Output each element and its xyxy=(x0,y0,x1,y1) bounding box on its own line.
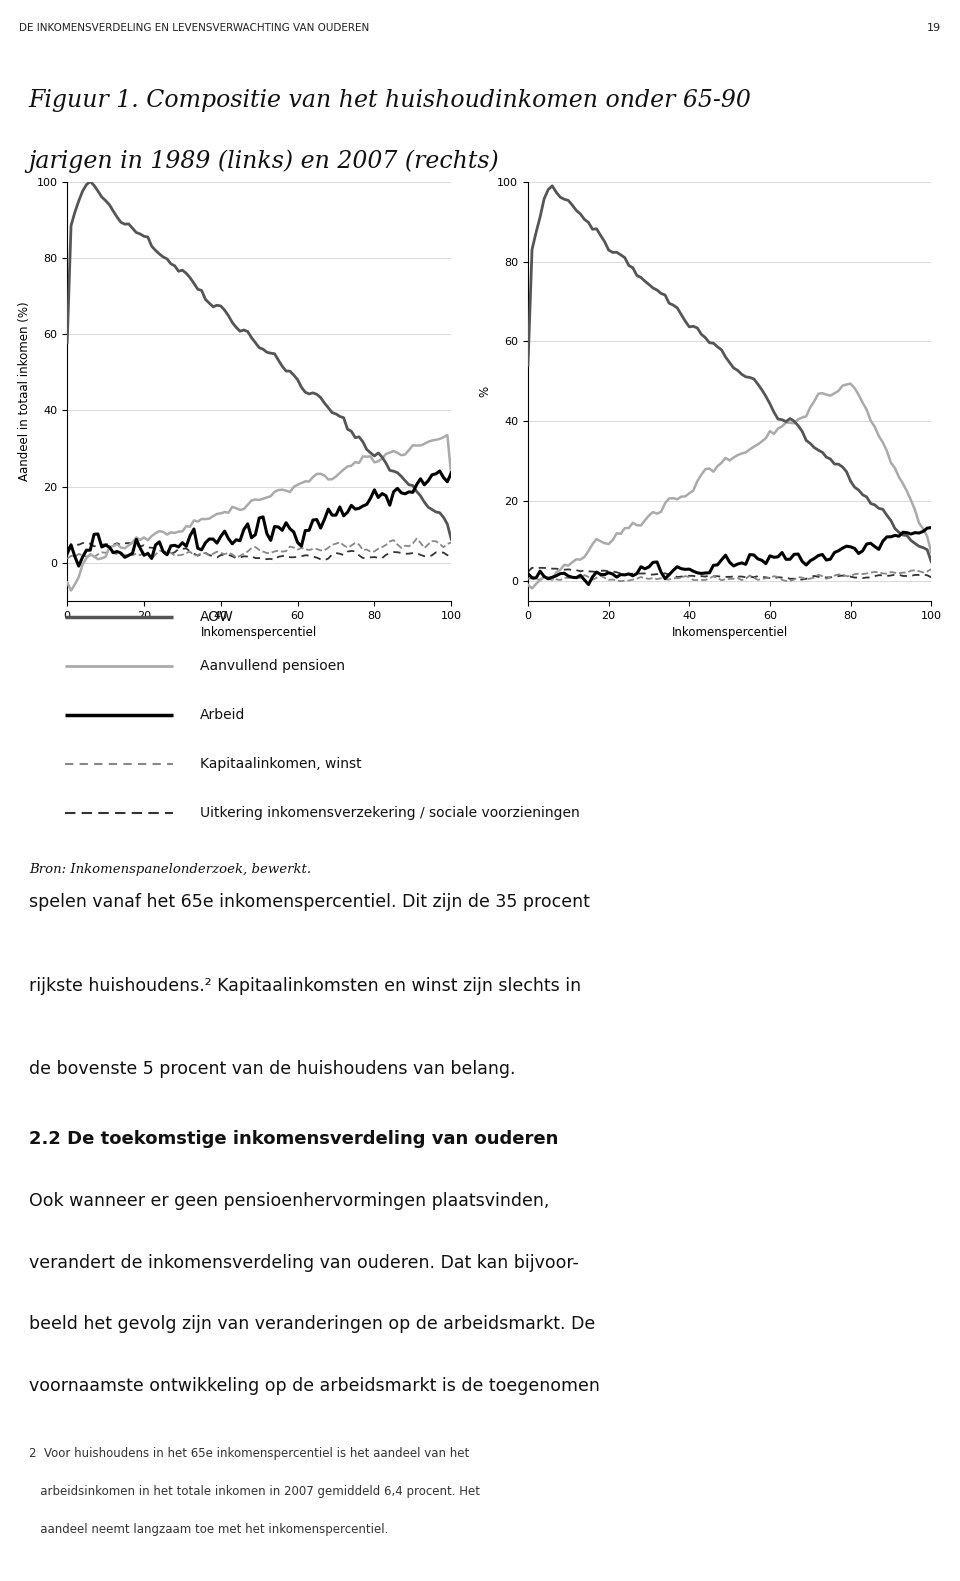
Text: Ook wanneer er geen pensioenhervormingen plaatsvinden,: Ook wanneer er geen pensioenhervormingen… xyxy=(29,1192,549,1209)
X-axis label: Inkomenspercentiel: Inkomenspercentiel xyxy=(671,626,788,639)
Text: jarigen in 1989 (links) en 2007 (rechts): jarigen in 1989 (links) en 2007 (rechts) xyxy=(29,150,499,172)
Text: Arbeid: Arbeid xyxy=(201,708,246,723)
Text: Aanvullend pensioen: Aanvullend pensioen xyxy=(201,659,346,674)
Text: 2.2 De toekomstige inkomensverdeling van ouderen: 2.2 De toekomstige inkomensverdeling van… xyxy=(29,1130,558,1148)
Y-axis label: %: % xyxy=(479,386,492,397)
Text: arbeidsinkomen in het totale inkomen in 2007 gemiddeld 6,4 procent. Het: arbeidsinkomen in het totale inkomen in … xyxy=(29,1485,480,1497)
Text: Uitkering inkomensverzekering / sociale voorzieningen: Uitkering inkomensverzekering / sociale … xyxy=(201,806,580,821)
Text: Kapitaalinkomen, winst: Kapitaalinkomen, winst xyxy=(201,757,362,772)
Text: Bron: Inkomenspanelonderzoek, bewerkt.: Bron: Inkomenspanelonderzoek, bewerkt. xyxy=(29,863,311,876)
Text: beeld het gevolg zijn van veranderingen op de arbeidsmarkt. De: beeld het gevolg zijn van veranderingen … xyxy=(29,1315,595,1333)
Y-axis label: Aandeel in totaal inkomen (%): Aandeel in totaal inkomen (%) xyxy=(18,302,31,481)
Text: 19: 19 xyxy=(926,22,941,33)
Text: rijkste huishoudens.² Kapitaalinkomsten en winst zijn slechts in: rijkste huishoudens.² Kapitaalinkomsten … xyxy=(29,977,581,994)
Text: spelen vanaf het 65e inkomenspercentiel. Dit zijn de 35 procent: spelen vanaf het 65e inkomenspercentiel.… xyxy=(29,893,589,911)
Text: AOW: AOW xyxy=(201,610,234,624)
Text: voornaamste ontwikkeling op de arbeidsmarkt is de toegenomen: voornaamste ontwikkeling op de arbeidsma… xyxy=(29,1377,600,1394)
Text: 2  Voor huishoudens in het 65e inkomenspercentiel is het aandeel van het: 2 Voor huishoudens in het 65e inkomenspe… xyxy=(29,1447,469,1459)
Text: DE INKOMENSVERDELING EN LEVENSVERWACHTING VAN OUDEREN: DE INKOMENSVERDELING EN LEVENSVERWACHTIN… xyxy=(19,22,370,33)
Text: verandert de inkomensverdeling van ouderen. Dat kan bijvoor-: verandert de inkomensverdeling van ouder… xyxy=(29,1254,579,1271)
Text: aandeel neemt langzaam toe met het inkomenspercentiel.: aandeel neemt langzaam toe met het inkom… xyxy=(29,1523,388,1535)
Text: de bovenste 5 procent van de huishoudens van belang.: de bovenste 5 procent van de huishoudens… xyxy=(29,1059,516,1078)
X-axis label: Inkomenspercentiel: Inkomenspercentiel xyxy=(201,626,318,639)
Text: Figuur 1. Compositie van het huishoudinkomen onder 65-90: Figuur 1. Compositie van het huishoudink… xyxy=(29,89,752,112)
